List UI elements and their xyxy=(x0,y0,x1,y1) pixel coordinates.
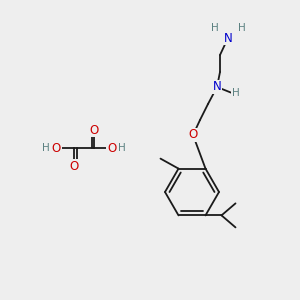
Text: O: O xyxy=(188,128,198,142)
Text: O: O xyxy=(51,142,61,154)
Text: N: N xyxy=(213,80,221,94)
Text: H: H xyxy=(42,143,50,153)
Text: O: O xyxy=(89,124,99,136)
Text: O: O xyxy=(69,160,79,172)
Text: H: H xyxy=(238,23,246,33)
Text: N: N xyxy=(224,32,232,44)
Text: H: H xyxy=(211,23,219,33)
Text: H: H xyxy=(232,88,240,98)
Text: O: O xyxy=(107,142,117,154)
Text: H: H xyxy=(118,143,126,153)
